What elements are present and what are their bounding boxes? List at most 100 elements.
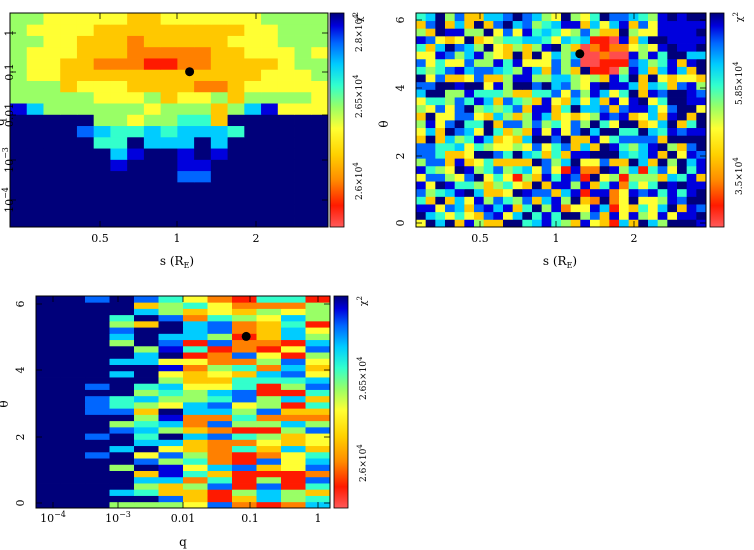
heatmap-cell <box>134 458 159 465</box>
heatmap-cell <box>93 148 111 160</box>
panel-q-theta: 2.6×104 2.65×104 χ2 10−4 10−3 0.01 0.1 1… <box>0 295 369 549</box>
heatmap-cell <box>294 80 312 93</box>
heatmap-cell <box>435 158 446 167</box>
heatmap-cell <box>26 181 44 194</box>
heatmap-cell <box>60 58 78 70</box>
heatmap-cell <box>232 389 257 397</box>
heatmap-cell <box>109 395 135 403</box>
heatmap-cell <box>512 188 523 197</box>
heatmap-cell <box>261 136 279 149</box>
heatmap-cell <box>10 58 28 70</box>
heatmap-cell <box>609 51 620 60</box>
heatmap-cell <box>232 308 257 316</box>
heatmap-cell <box>207 296 233 303</box>
heatmap-cell <box>657 204 668 213</box>
heatmap-cell <box>551 120 562 129</box>
heatmap-cell <box>160 159 178 172</box>
x-tick-label: 0.01 <box>171 512 196 525</box>
heatmap-cell <box>677 142 688 151</box>
heatmap-cell <box>158 420 184 428</box>
heatmap-cell <box>60 320 86 328</box>
x-tick-label: 1 <box>174 232 181 245</box>
heatmap-cell <box>43 13 61 25</box>
heatmap-cell <box>294 46 312 59</box>
heatmap-cell <box>590 89 601 98</box>
heatmap-cell <box>10 69 28 81</box>
heatmap-cell <box>493 181 504 190</box>
heatmap-cell <box>305 483 331 490</box>
heatmap-cell <box>177 35 195 48</box>
heatmap-cell <box>686 127 697 136</box>
heatmap-cell <box>207 389 233 397</box>
heatmap-cell <box>686 97 697 106</box>
heatmap-cell <box>26 114 44 127</box>
heatmap-cell <box>143 193 162 205</box>
heatmap-cell <box>628 196 639 205</box>
heatmap-cell <box>445 104 456 113</box>
heatmap-cell <box>93 125 111 138</box>
heatmap-cell <box>483 120 494 129</box>
heatmap-cell <box>628 97 639 106</box>
heatmap-cell <box>570 89 581 98</box>
heatmap-cell <box>244 46 262 59</box>
heatmap-cell <box>609 97 620 106</box>
heatmap-cell <box>532 66 543 75</box>
heatmap-cell <box>277 24 295 36</box>
heatmap-cell <box>667 219 678 228</box>
heatmap-cell <box>503 112 514 121</box>
heatmap-cell <box>522 196 533 205</box>
heatmap-cell <box>464 35 475 44</box>
heatmap-cell <box>512 13 523 22</box>
heatmap-cell <box>60 215 78 228</box>
heatmap-cell <box>26 58 44 70</box>
heatmap-cell <box>134 395 159 403</box>
heatmap-cell <box>305 445 331 453</box>
heatmap-cell <box>244 125 262 138</box>
heatmap-cell <box>619 81 630 90</box>
heatmap-cell <box>445 219 456 228</box>
heatmap-cell <box>305 470 331 478</box>
heatmap-cell <box>305 320 331 328</box>
heatmap-cell <box>244 80 262 93</box>
heatmap-cell <box>183 402 208 409</box>
heatmap-cell <box>416 158 427 167</box>
heatmap-cell <box>474 97 485 106</box>
heatmap-cell <box>158 302 184 309</box>
heatmap-cell <box>628 120 639 129</box>
heatmap-cell <box>416 97 427 106</box>
heatmap-cell <box>512 211 523 220</box>
heatmap-cell <box>435 51 446 60</box>
heatmap-cell <box>493 188 504 197</box>
x-axis-label: s (RE) <box>160 254 194 270</box>
heatmap-cell <box>648 150 659 159</box>
heatmap-cell <box>570 97 581 106</box>
heatmap-cell <box>696 127 707 136</box>
heatmap-cell <box>311 69 329 81</box>
heatmap-cell <box>532 204 543 213</box>
heatmap-cell <box>580 43 591 52</box>
heatmap-cell <box>648 51 659 60</box>
heatmap-cell <box>435 165 446 174</box>
heatmap-cell <box>60 445 86 453</box>
heatmap-cell <box>207 345 233 353</box>
heatmap-cell <box>76 91 95 104</box>
heatmap-cell <box>551 173 562 182</box>
heatmap-cell <box>570 181 581 190</box>
heatmap-cell <box>454 89 465 98</box>
heatmap-cell <box>522 51 533 60</box>
heatmap-cell <box>628 188 639 197</box>
heatmap-cell <box>483 188 494 197</box>
heatmap-cell <box>522 181 533 190</box>
heatmap-cell <box>570 28 581 37</box>
heatmap-cell <box>425 104 436 113</box>
heatmap-cell <box>435 58 446 67</box>
heatmap-cell <box>677 13 688 22</box>
heatmap-cell <box>580 219 591 228</box>
heatmap-cell <box>177 148 195 160</box>
heatmap-cell <box>261 193 279 205</box>
heatmap-cell <box>648 165 659 174</box>
heatmap-cell <box>261 13 279 25</box>
heatmap-cell <box>60 170 78 183</box>
heatmap-cell <box>160 69 178 81</box>
heatmap-cell <box>183 476 208 484</box>
